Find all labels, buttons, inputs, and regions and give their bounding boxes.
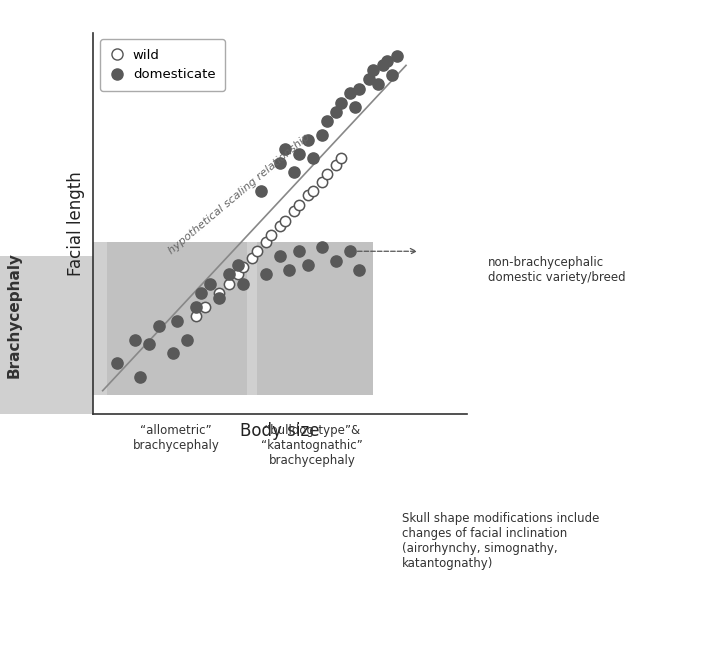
X-axis label: Body size: Body size	[241, 422, 320, 440]
Point	[274, 158, 286, 168]
Point	[330, 160, 342, 170]
Point	[316, 130, 327, 141]
Point	[251, 246, 263, 256]
Point	[321, 116, 332, 126]
Point	[265, 230, 276, 240]
Point	[237, 279, 248, 289]
Point	[316, 241, 327, 252]
Point	[205, 279, 216, 289]
Text: “allometric”
brachycephaly: “allometric” brachycephaly	[133, 424, 219, 452]
Point	[377, 60, 388, 71]
Point	[345, 246, 356, 256]
Text: non-brachycephalic
domestic variety/breed: non-brachycephalic domestic variety/bree…	[488, 256, 626, 284]
Text: Skull shape modifications include
changes of facial inclination
(airorhynchy, si: Skull shape modifications include change…	[402, 512, 600, 570]
Point	[335, 97, 347, 108]
Bar	[93, 242, 373, 396]
Point	[307, 185, 319, 196]
Text: “bulldog-type”&
“katantognathic”
brachycephaly: “bulldog-type”& “katantognathic” brachyc…	[261, 424, 363, 466]
Point	[195, 288, 207, 298]
Point	[382, 55, 393, 66]
Point	[330, 106, 342, 117]
Point	[372, 79, 383, 89]
Point	[386, 70, 398, 80]
Point	[260, 237, 271, 247]
Point	[302, 135, 314, 145]
Point	[302, 260, 314, 271]
Legend: wild, domesticate: wild, domesticate	[100, 39, 225, 91]
Point	[256, 185, 267, 196]
Point	[190, 302, 202, 312]
Point	[214, 288, 225, 298]
Bar	[257, 242, 373, 396]
Point	[279, 215, 290, 226]
Point	[363, 74, 375, 85]
Point	[246, 252, 258, 263]
Point	[233, 260, 244, 271]
Point	[289, 167, 300, 177]
Point	[368, 65, 379, 76]
Point	[307, 153, 319, 164]
Point	[293, 246, 304, 256]
Point	[237, 261, 248, 272]
Point	[153, 321, 164, 331]
Point	[274, 221, 286, 231]
Point	[214, 292, 225, 303]
Point	[293, 200, 304, 210]
Point	[223, 269, 234, 280]
Point	[316, 176, 327, 187]
Point	[181, 334, 192, 345]
Y-axis label: Facial length: Facial length	[67, 171, 85, 276]
Point	[293, 148, 304, 159]
Point	[349, 102, 360, 112]
Point	[134, 371, 146, 382]
Point	[144, 339, 155, 350]
Point	[354, 83, 365, 94]
Point	[345, 88, 356, 99]
Point	[111, 357, 122, 368]
Point	[284, 265, 295, 275]
Point	[233, 269, 244, 280]
Point	[172, 316, 183, 327]
Point	[223, 279, 234, 289]
Text: hypothetical scaling relationship: hypothetical scaling relationship	[167, 132, 312, 256]
Point	[129, 334, 141, 345]
Point	[274, 251, 286, 261]
Point	[302, 191, 314, 201]
Point	[190, 311, 202, 321]
Point	[167, 348, 178, 359]
Point	[330, 256, 342, 266]
Point	[200, 302, 211, 312]
Point	[279, 144, 290, 154]
Point	[321, 169, 332, 179]
Point	[354, 265, 365, 275]
Point	[260, 269, 271, 280]
Bar	[108, 242, 247, 396]
Point	[391, 51, 402, 61]
Text: Brachycephaly: Brachycephaly	[7, 252, 22, 378]
Point	[289, 206, 300, 217]
Point	[335, 153, 347, 164]
